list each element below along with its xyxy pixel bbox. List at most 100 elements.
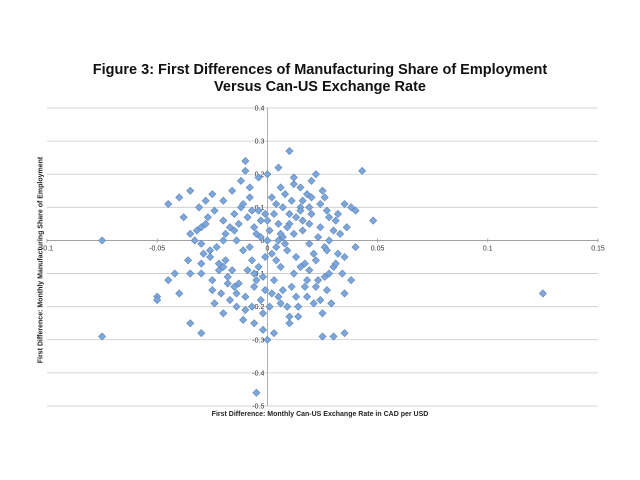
data-point [252, 276, 261, 285]
data-point [206, 252, 215, 262]
data-point [285, 319, 294, 328]
data-point [164, 199, 173, 209]
data-point [190, 236, 199, 245]
data-point [320, 193, 329, 202]
data-point [331, 216, 340, 225]
data-point [272, 199, 281, 209]
data-point [208, 190, 217, 199]
data-point [305, 203, 314, 212]
y-tick-label: -0.2 [252, 304, 264, 311]
data-point [296, 262, 305, 271]
data-point [195, 203, 204, 212]
data-point [331, 259, 340, 268]
data-point [98, 236, 107, 245]
data-point [305, 219, 314, 228]
chart-title-line-2: Versus Can-US Exchange Rate [214, 79, 426, 95]
data-point [269, 209, 279, 218]
data-point [232, 289, 241, 298]
data-point [303, 190, 312, 199]
data-point [243, 213, 252, 222]
data-point [263, 216, 272, 225]
data-point [351, 243, 360, 252]
data-point [206, 246, 215, 255]
data-point [278, 286, 287, 295]
data-point [214, 266, 223, 275]
data-point [298, 216, 307, 225]
data-point [311, 282, 320, 291]
data-point [307, 176, 316, 185]
data-point [197, 259, 206, 268]
data-point [340, 329, 349, 338]
data-point [272, 243, 281, 252]
x-axis-label: First Difference: Monthly Can-US Exchang… [211, 411, 429, 418]
data-point [234, 219, 243, 228]
data-point [369, 216, 378, 225]
data-point [265, 226, 274, 235]
data-point [283, 302, 292, 311]
data-point [289, 269, 298, 278]
data-point [322, 246, 331, 255]
data-point [320, 272, 329, 281]
data-point [263, 335, 272, 344]
x-tick-label: 0.1 [483, 245, 493, 252]
data-point [322, 206, 331, 215]
data-point [311, 170, 320, 179]
data-point [241, 305, 250, 315]
data-point [342, 223, 351, 232]
data-point [276, 229, 285, 238]
data-point [303, 292, 312, 301]
data-point [316, 199, 325, 209]
data-point [179, 213, 188, 222]
y-tick-label: 0 [260, 238, 264, 245]
data-point [325, 269, 334, 278]
data-point [236, 176, 245, 185]
data-point [252, 388, 261, 397]
x-tick-label: 0.15 [591, 245, 605, 252]
data-point [347, 203, 356, 212]
data-point [276, 262, 285, 271]
data-point [340, 289, 349, 298]
data-point [281, 239, 290, 248]
data-point [309, 299, 318, 308]
y-tick-label: -0.5 [252, 404, 264, 411]
data-point [274, 163, 283, 172]
data-point [298, 196, 307, 205]
data-point [269, 329, 279, 338]
data-point [258, 325, 268, 334]
data-point [201, 196, 210, 205]
data-point [316, 296, 325, 305]
data-point [316, 223, 325, 232]
data-point [318, 309, 327, 318]
data-point [327, 299, 336, 308]
data-point [197, 329, 206, 338]
data-point [274, 219, 283, 228]
data-point [285, 312, 294, 321]
data-point [261, 286, 270, 295]
data-point [241, 156, 250, 166]
data-point [208, 276, 217, 285]
data-point [256, 296, 265, 305]
data-point [303, 276, 312, 285]
data-point [276, 183, 285, 192]
data-point [340, 252, 349, 262]
data-point [192, 226, 201, 235]
data-point [197, 239, 206, 248]
data-point [234, 279, 243, 288]
y-tick-label: -0.1 [252, 271, 264, 278]
data-point [289, 229, 298, 238]
data-point [294, 312, 303, 321]
data-point [230, 226, 239, 235]
data-point [250, 223, 259, 232]
data-point [232, 236, 241, 245]
data-point [254, 262, 263, 271]
data-point [325, 213, 334, 222]
data-point [333, 249, 342, 258]
data-point [538, 289, 547, 298]
data-point [230, 209, 239, 218]
data-point [232, 302, 241, 311]
data-point [208, 286, 217, 295]
data-point [239, 199, 248, 209]
data-point [254, 173, 263, 182]
y-tick-label: 0.3 [255, 139, 265, 146]
data-point [250, 269, 259, 278]
